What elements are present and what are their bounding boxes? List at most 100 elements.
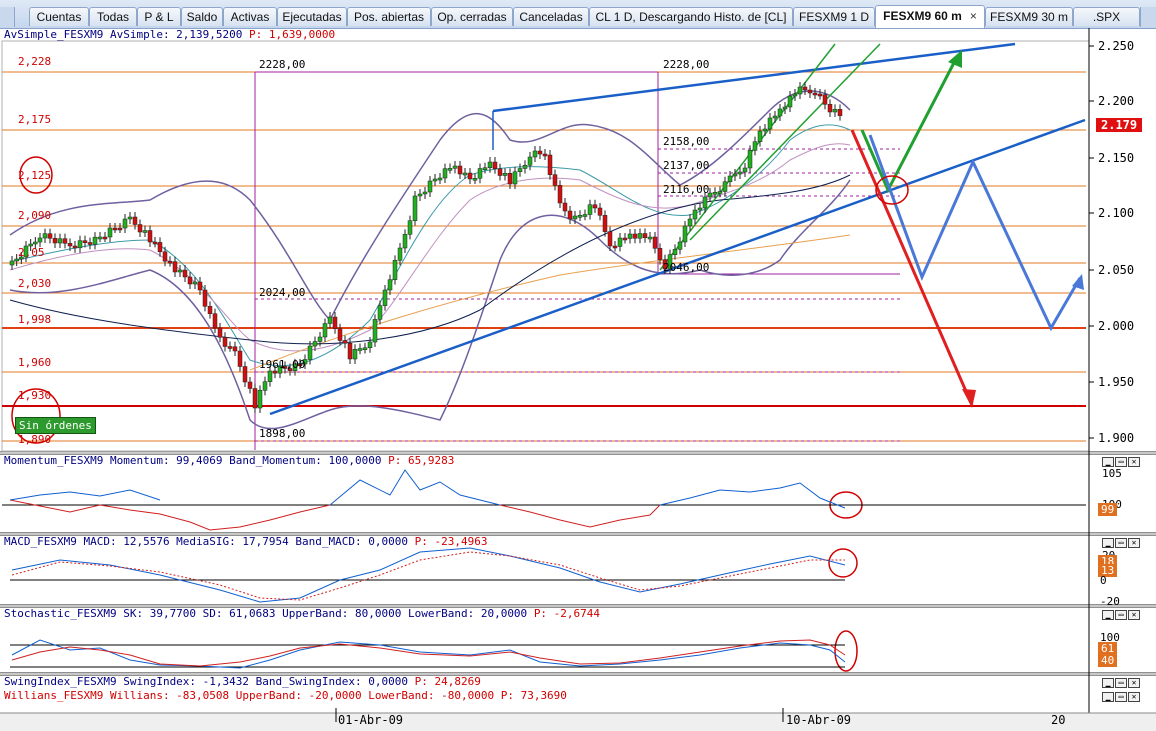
level-label: 2,125 [18, 169, 52, 182]
close-icon[interactable]: ✕ [1128, 457, 1140, 467]
candle-body [597, 207, 603, 216]
candle-body [207, 306, 213, 314]
tab-scroll-right[interactable] [1140, 7, 1156, 27]
close-icon[interactable]: ✕ [1128, 678, 1140, 688]
candle-body [487, 161, 493, 168]
order-status-badge[interactable]: Sin órdenes [15, 417, 96, 434]
candle-body [412, 195, 418, 221]
tab-fesxm9-60m[interactable]: FESXM9 60 m × [875, 5, 985, 28]
stochastic-plot [10, 639, 846, 669]
tab-close-icon[interactable]: × [969, 9, 977, 23]
annotation-label: 2137,00 [663, 159, 710, 172]
restore-icon[interactable]: ▭ [1115, 457, 1127, 467]
candle-body [117, 227, 123, 231]
tab-pos-abiertas[interactable]: Pos. abiertas [347, 7, 431, 26]
panel-splitter[interactable] [0, 672, 1156, 676]
candle-body [152, 241, 158, 245]
momentum-panel-title: Momentum_FESXM9 Momentum: 99,4069 Band_M… [4, 454, 454, 467]
trend-lines [269, 42, 1086, 416]
candle-body [607, 231, 613, 247]
tab-canceladas[interactable]: Canceladas [513, 7, 589, 26]
stochastic-panel-title: Stochastic_FESXM9 SK: 39,7700 SD: 61,068… [4, 607, 600, 620]
level-label: 2,090 [18, 209, 52, 222]
candle-body [362, 347, 368, 350]
candle-body [572, 215, 578, 220]
candle-body [647, 236, 653, 240]
panel-splitter[interactable] [0, 532, 1156, 536]
restore-icon[interactable]: ▭ [1115, 692, 1127, 702]
tab-label: Todas [96, 10, 130, 24]
candle-body [522, 165, 528, 169]
candle-body [677, 241, 683, 250]
candle-body [787, 95, 793, 108]
annotation-label: 2024,00 [259, 286, 306, 299]
candle-body [332, 316, 338, 329]
annotation-label: 2228,00 [259, 58, 306, 71]
candle-body [14, 258, 19, 262]
candle-body [757, 130, 763, 142]
candle-body [467, 172, 473, 180]
candle-body [312, 341, 318, 347]
stochastic-title-text: Stochastic_FESXM9 SK: 39,7700 SD: 61,068… [4, 607, 528, 620]
tab-cuentas[interactable]: Cuentas [29, 7, 89, 26]
annotation-label: 1898,00 [259, 427, 306, 440]
price-panel-frame [1, 40, 1090, 452]
candle-body [337, 328, 343, 341]
candle-body [452, 165, 458, 169]
candle-body [237, 350, 243, 367]
candle-body [242, 366, 248, 383]
minimize-icon[interactable]: ▁ [1102, 538, 1114, 548]
annotation-label: 2046,00 [663, 261, 710, 274]
candle-body [307, 345, 313, 360]
macd-last-badge: 13 [1098, 564, 1118, 577]
minimize-icon[interactable]: ▁ [1102, 457, 1114, 467]
candle-body [692, 209, 698, 220]
candle-body [807, 89, 813, 94]
last-price-badge: 2.179 [1096, 118, 1143, 132]
minimize-icon[interactable]: ▁ [1102, 610, 1114, 620]
tab-spx[interactable]: .SPX [1073, 7, 1140, 26]
tab-todas[interactable]: Todas [89, 7, 137, 26]
close-icon[interactable]: ✕ [1128, 610, 1140, 620]
tab-op-cerradas[interactable]: Op. cerradas [431, 7, 513, 26]
panel-splitter[interactable] [0, 451, 1156, 455]
candle-body [33, 241, 38, 245]
minimize-icon[interactable]: ▁ [1102, 692, 1114, 702]
candle-body [417, 193, 423, 197]
tab-fesxm9-1d[interactable]: FESXM9 1 D [793, 7, 875, 26]
tab-label: Ejecutadas [282, 10, 342, 24]
tab-activas[interactable]: Activas [223, 7, 277, 26]
candle-body [372, 319, 378, 343]
close-icon[interactable]: ✕ [1128, 538, 1140, 548]
candle-body [422, 191, 428, 195]
tab-ejecutadas[interactable]: Ejecutadas [277, 7, 347, 26]
close-icon[interactable]: ✕ [1128, 692, 1140, 702]
tab-saldo[interactable]: Saldo [181, 7, 223, 26]
candle-body [192, 281, 198, 285]
candle-body [697, 207, 703, 211]
momentum-plot [2, 469, 1086, 531]
price-candles [9, 82, 843, 413]
candle-body [37, 237, 43, 243]
minimize-icon[interactable]: ▁ [1102, 678, 1114, 688]
tab-cl-1d[interactable]: CL 1 D, Descargando Histo. de [CL] [589, 7, 793, 26]
restore-icon[interactable]: ▭ [1115, 610, 1127, 620]
level-label: 1,960 [18, 356, 52, 369]
panel-splitter[interactable] [0, 604, 1156, 608]
tab-pl[interactable]: P & L [137, 7, 181, 26]
candle-body [492, 161, 498, 169]
tab-fesxm9-30m[interactable]: FESXM9 30 m [985, 7, 1073, 26]
candle-body [457, 165, 463, 175]
price-axis-tick: 2.200 [1098, 94, 1135, 108]
candle-body [642, 233, 648, 238]
level-label: 2,030 [18, 277, 52, 290]
restore-icon[interactable]: ▭ [1115, 538, 1127, 548]
candle-body [112, 227, 118, 231]
tab-scroll-left[interactable] [0, 7, 15, 27]
candle-body [177, 269, 183, 273]
macd-plot [10, 547, 846, 603]
candle-body [52, 238, 58, 244]
restore-icon[interactable]: ▭ [1115, 678, 1127, 688]
candle-body [122, 218, 128, 229]
stoch-last-badge: 40 [1098, 654, 1118, 667]
